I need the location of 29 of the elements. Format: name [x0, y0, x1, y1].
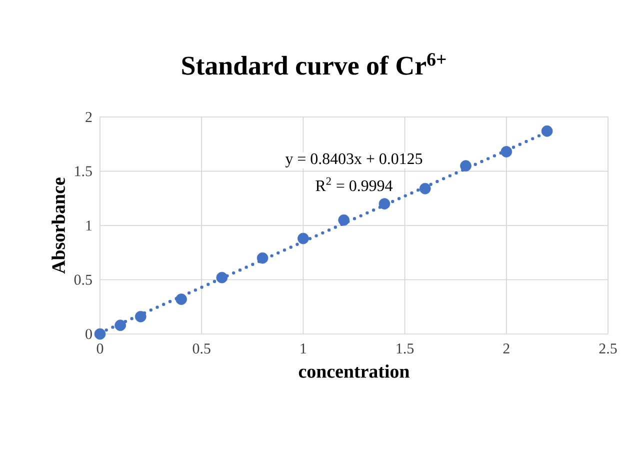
point — [298, 232, 309, 244]
y-tick-label: 0.5 — [74, 274, 92, 285]
y-tick-label: 1 — [86, 220, 92, 230]
x-tick-label: 1 — [300, 344, 306, 354]
point — [256, 252, 268, 264]
point — [216, 272, 228, 284]
point — [134, 310, 146, 322]
x-tick-label: 2.5 — [599, 344, 617, 354]
point — [541, 125, 553, 137]
point — [94, 328, 106, 340]
point — [114, 320, 126, 331]
chart-title: Standard curve of Cr$^{6+}$ — [182, 53, 446, 75]
point — [500, 146, 512, 158]
y-tick-label: 2 — [86, 112, 92, 122]
point — [378, 198, 390, 210]
annotation: y = 0.8403x + 0.0125 — [285, 153, 422, 168]
point — [338, 214, 350, 226]
point — [176, 294, 187, 305]
annotation: R$^{2}$ = 0.9994 — [316, 177, 393, 192]
x-tick-label: 0.5 — [192, 344, 210, 354]
x-tick-label: 0 — [96, 344, 104, 354]
y-tick-label: 0 — [86, 328, 92, 340]
x-tick-label: 2 — [503, 344, 510, 354]
point — [419, 182, 431, 194]
x-tick-label: 1.5 — [396, 344, 414, 354]
y-axis-title: Absorbance — [52, 178, 65, 274]
point — [460, 160, 472, 172]
y-tick-label: 1.5 — [75, 166, 92, 176]
x-axis-title: concentration — [298, 364, 410, 378]
